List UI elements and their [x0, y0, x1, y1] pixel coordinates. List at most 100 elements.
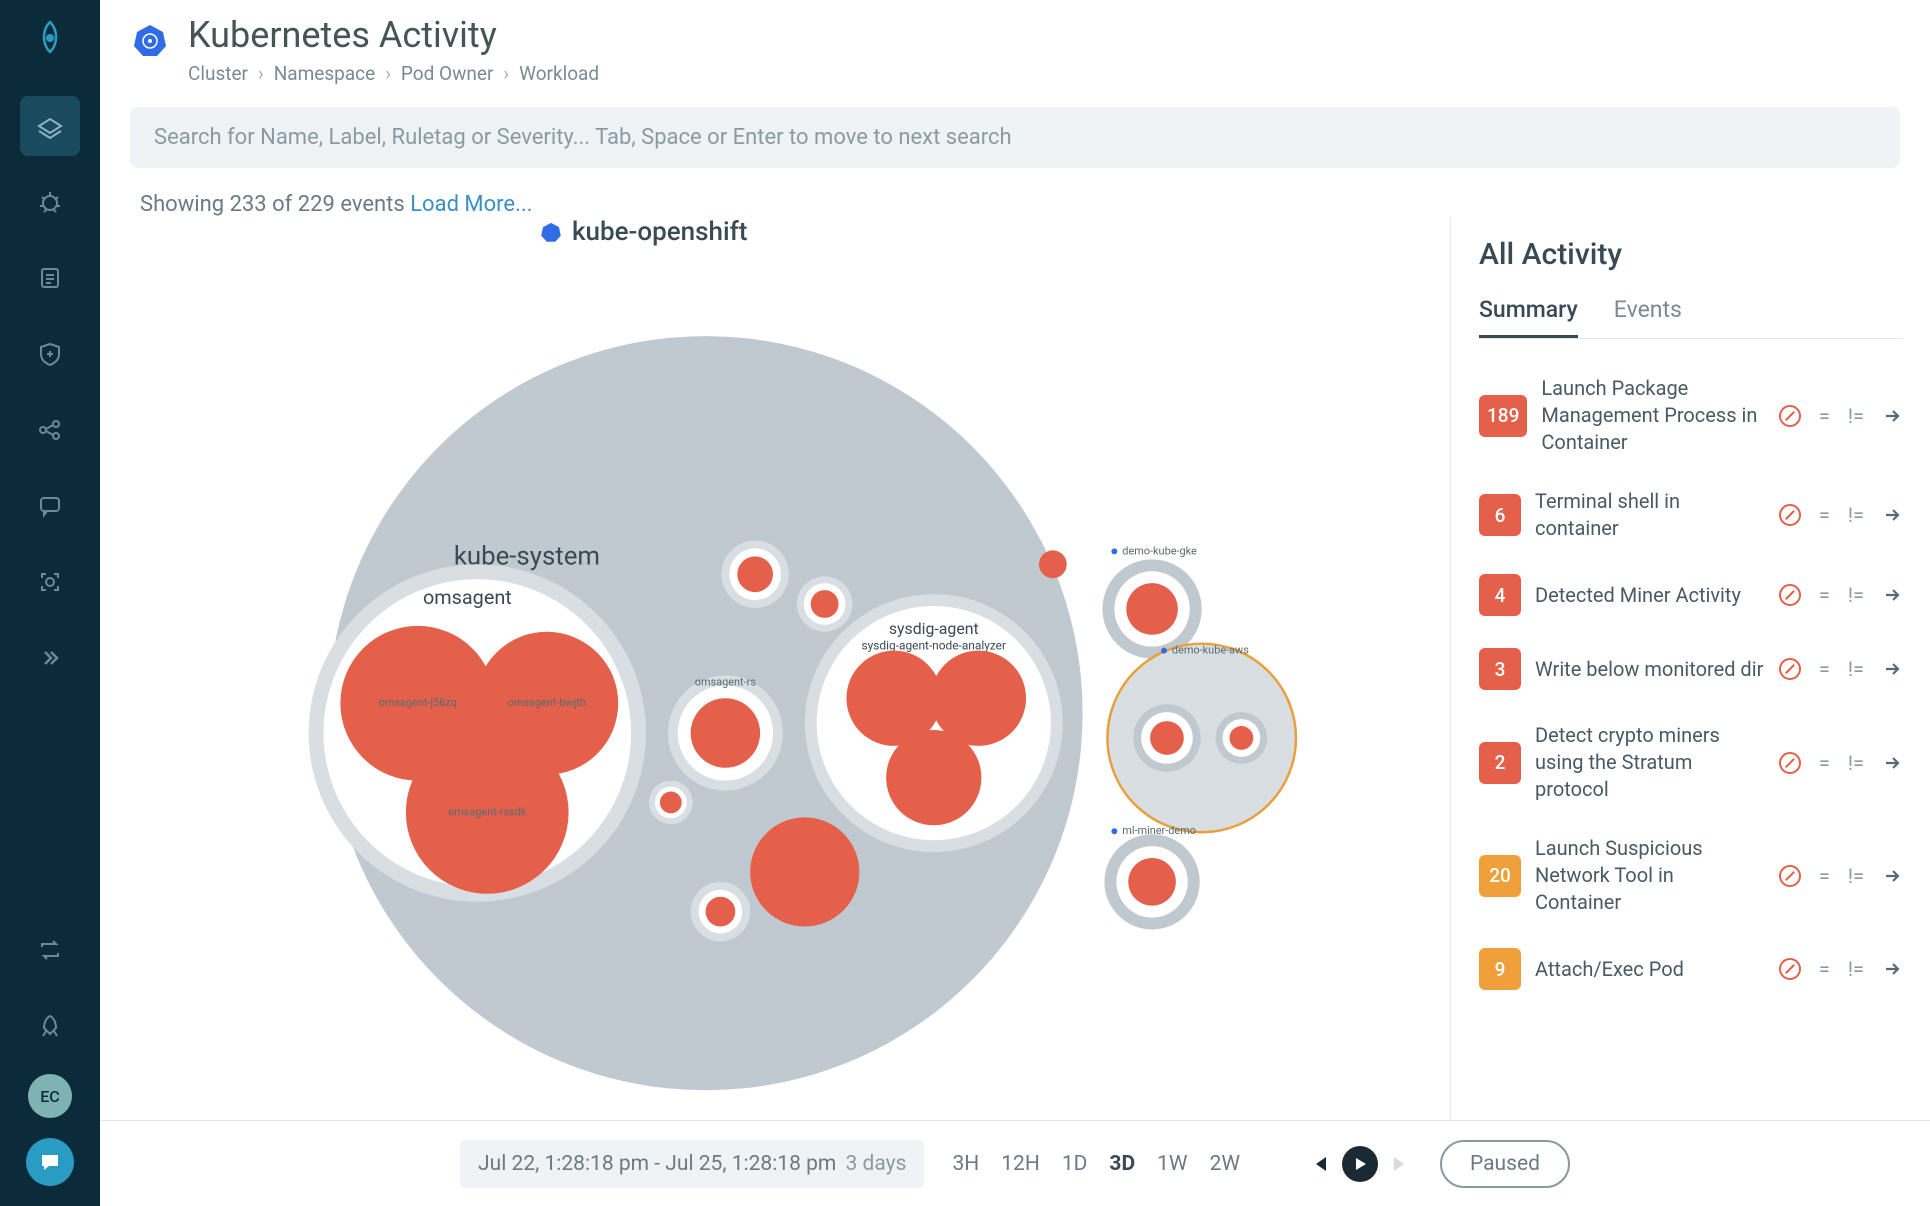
- time-range[interactable]: Jul 22, 1:28:18 pm - Jul 25, 1:28:18 pm …: [460, 1140, 924, 1188]
- tab-summary[interactable]: Summary: [1479, 296, 1578, 338]
- page-header: Kubernetes Activity Cluster›Namespace›Po…: [100, 0, 1930, 93]
- kubernetes-icon: [130, 20, 170, 60]
- arrow-right-icon[interactable]: [1882, 659, 1902, 679]
- equals-op[interactable]: =: [1819, 503, 1830, 527]
- event-row[interactable]: 2 Detect crypto miners using the Stratum…: [1479, 706, 1902, 819]
- not-equals-op[interactable]: !=: [1848, 404, 1864, 428]
- event-count-badge: 4: [1479, 574, 1521, 616]
- nav-network-icon[interactable]: [20, 400, 80, 460]
- breadcrumb-item[interactable]: Cluster: [188, 62, 248, 85]
- nav-capture-icon[interactable]: [20, 552, 80, 612]
- time-bar: Jul 22, 1:28:18 pm - Jul 25, 1:28:18 pm …: [100, 1120, 1930, 1206]
- event-row[interactable]: 20 Launch Suspicious Network Tool in Con…: [1479, 819, 1902, 932]
- time-preset[interactable]: 12H: [1001, 1152, 1040, 1176]
- event-label: Write below monitored dir: [1535, 656, 1765, 683]
- equals-op[interactable]: =: [1819, 864, 1830, 888]
- block-icon[interactable]: [1779, 752, 1801, 774]
- breadcrumb: Cluster›Namespace›Pod Owner›Workload: [188, 62, 599, 85]
- play-button[interactable]: [1342, 1146, 1378, 1182]
- event-row[interactable]: 9 Attach/Exec Pod = !=: [1479, 932, 1902, 1006]
- event-label: Launch Suspicious Network Tool in Contai…: [1535, 835, 1765, 916]
- nav-chat-icon[interactable]: [20, 476, 80, 536]
- time-preset[interactable]: 2W: [1210, 1152, 1240, 1176]
- event-label: Launch Package Management Process in Con…: [1541, 375, 1764, 456]
- equals-op[interactable]: =: [1819, 751, 1830, 775]
- nav-activity-icon[interactable]: [20, 96, 80, 156]
- time-preset[interactable]: 3D: [1109, 1152, 1135, 1176]
- breadcrumb-item[interactable]: Pod Owner: [401, 62, 494, 85]
- event-label: Detect crypto miners using the Stratum p…: [1535, 722, 1765, 803]
- nav-loop-icon[interactable]: [20, 920, 80, 980]
- user-avatar[interactable]: EC: [28, 1074, 72, 1118]
- bubble-visualization[interactable]: kube-openshift kube-systemomsagentomsage…: [100, 217, 1450, 1120]
- block-icon[interactable]: [1779, 658, 1801, 680]
- nav-bug-icon[interactable]: [20, 172, 80, 232]
- time-presets: 3H 12H 1D 3D 1W 2W: [952, 1152, 1240, 1176]
- breadcrumb-item[interactable]: Workload: [519, 62, 599, 85]
- skip-forward-icon[interactable]: [1390, 1153, 1412, 1175]
- equals-op[interactable]: =: [1819, 957, 1830, 981]
- svg-text:sysdig-agent: sysdig-agent: [889, 619, 979, 638]
- not-equals-op[interactable]: !=: [1848, 503, 1864, 527]
- equals-op[interactable]: =: [1819, 657, 1830, 681]
- time-preset[interactable]: 3H: [952, 1152, 979, 1176]
- breadcrumb-item[interactable]: Namespace: [274, 62, 375, 85]
- not-equals-op[interactable]: !=: [1848, 751, 1864, 775]
- block-icon[interactable]: [1779, 584, 1801, 606]
- event-label: Attach/Exec Pod: [1535, 956, 1765, 983]
- event-count-badge: 20: [1479, 855, 1521, 897]
- not-equals-op[interactable]: !=: [1848, 583, 1864, 607]
- tab-events[interactable]: Events: [1614, 296, 1682, 338]
- equals-op[interactable]: =: [1819, 404, 1830, 428]
- svg-text:omsagent-bwjtb: omsagent-bwjtb: [508, 696, 586, 709]
- time-preset[interactable]: 1D: [1062, 1152, 1088, 1176]
- not-equals-op[interactable]: !=: [1848, 864, 1864, 888]
- arrow-right-icon[interactable]: [1882, 866, 1902, 886]
- svg-text:demo-kube-gke: demo-kube-gke: [1122, 544, 1197, 557]
- svg-text:omsagent-rs: omsagent-rs: [695, 675, 757, 688]
- svg-text:demo-kube-aws: demo-kube-aws: [1172, 644, 1249, 657]
- event-label: Terminal shell in container: [1535, 488, 1765, 542]
- page-title: Kubernetes Activity: [188, 14, 599, 56]
- block-icon[interactable]: [1779, 405, 1801, 427]
- svg-text:omsagent-j56zq: omsagent-j56zq: [379, 696, 457, 709]
- event-row[interactable]: 6 Terminal shell in container = !=: [1479, 472, 1902, 558]
- event-count-badge: 3: [1479, 648, 1521, 690]
- arrow-right-icon[interactable]: [1882, 753, 1902, 773]
- not-equals-op[interactable]: !=: [1848, 957, 1864, 981]
- nav-sidebar: EC: [0, 0, 100, 1206]
- support-chat-icon[interactable]: [26, 1138, 74, 1186]
- svg-text:sysdig-agent-node-analyzer: sysdig-agent-node-analyzer: [862, 639, 1006, 653]
- not-equals-op[interactable]: !=: [1848, 657, 1864, 681]
- time-preset[interactable]: 1W: [1157, 1152, 1187, 1176]
- event-row[interactable]: 4 Detected Miner Activity = !=: [1479, 558, 1902, 632]
- event-count-badge: 6: [1479, 494, 1521, 536]
- block-icon[interactable]: [1779, 504, 1801, 526]
- search-input[interactable]: Search for Name, Label, Ruletag or Sever…: [130, 107, 1900, 168]
- load-more-link[interactable]: Load More...: [410, 192, 532, 217]
- block-icon[interactable]: [1779, 865, 1801, 887]
- viz-root-label: kube-openshift: [540, 217, 747, 247]
- block-icon[interactable]: [1779, 958, 1801, 980]
- event-row[interactable]: 189 Launch Package Management Process in…: [1479, 359, 1902, 472]
- svg-text:omsagent-rssdk: omsagent-rssdk: [448, 805, 527, 818]
- event-label: Detected Miner Activity: [1535, 582, 1765, 609]
- arrow-right-icon[interactable]: [1882, 585, 1902, 605]
- skip-back-icon[interactable]: [1308, 1153, 1330, 1175]
- arrow-right-icon[interactable]: [1882, 406, 1902, 426]
- panel-title: All Activity: [1479, 237, 1902, 272]
- arrow-right-icon[interactable]: [1882, 505, 1902, 525]
- arrow-right-icon[interactable]: [1882, 959, 1902, 979]
- results-status: Showing 233 of 229 events Load More...: [140, 192, 1890, 217]
- event-count-badge: 2: [1479, 742, 1521, 784]
- nav-shield-icon[interactable]: [20, 324, 80, 384]
- nav-rocket-icon[interactable]: [20, 996, 80, 1056]
- event-count-badge: 189: [1479, 395, 1527, 437]
- activity-panel: All Activity Summary Events 189 Launch P…: [1450, 217, 1930, 1120]
- event-row[interactable]: 3 Write below monitored dir = !=: [1479, 632, 1902, 706]
- equals-op[interactable]: =: [1819, 583, 1830, 607]
- nav-expand-icon[interactable]: [20, 628, 80, 688]
- nav-doc-icon[interactable]: [20, 248, 80, 308]
- svg-text:omsagent: omsagent: [423, 586, 512, 609]
- paused-badge[interactable]: Paused: [1440, 1140, 1570, 1188]
